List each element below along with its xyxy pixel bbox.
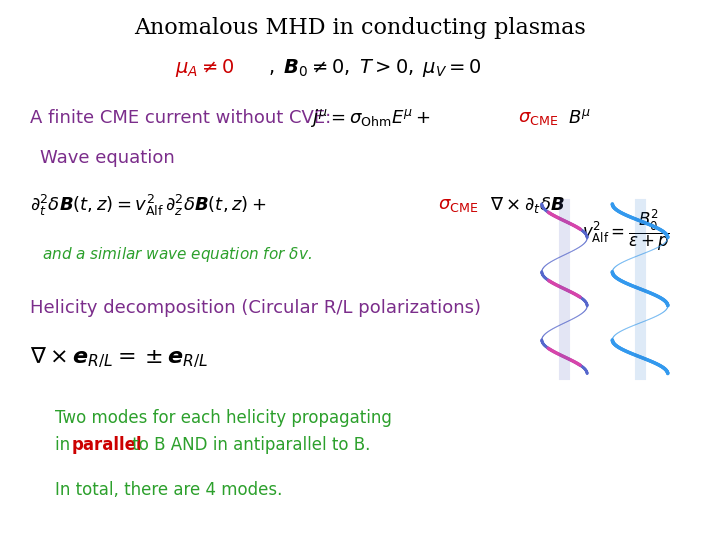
Text: $B^\mu$: $B^\mu$ [568,109,591,127]
Text: Two modes for each helicity propagating: Two modes for each helicity propagating [55,409,392,427]
Text: $j^\mu = \sigma_{\mathrm{Ohm}}E^\mu + $: $j^\mu = \sigma_{\mathrm{Ohm}}E^\mu + $ [310,107,431,129]
Text: Wave equation: Wave equation [40,149,175,167]
Text: Anomalous MHD in conducting plasmas: Anomalous MHD in conducting plasmas [134,17,586,39]
Text: In total, there are 4 modes.: In total, there are 4 modes. [55,481,282,499]
Text: $\partial_t^2 \delta\boldsymbol{B}(t,z) = v_{\mathrm{Alf}}^2\, \partial_z^2 \del: $\partial_t^2 \delta\boldsymbol{B}(t,z) … [30,192,266,218]
Text: $,\;\boldsymbol{B}_0 \neq 0,\; T > 0,\; \mu_V = 0$: $,\;\boldsymbol{B}_0 \neq 0,\; T > 0,\; … [268,57,482,79]
Text: A finite CME current without CVE:: A finite CME current without CVE: [30,109,331,127]
Text: $\mu_A \neq 0$: $\mu_A \neq 0$ [175,57,235,79]
Text: $\nabla \times \partial_t \delta\boldsymbol{B}$: $\nabla \times \partial_t \delta\boldsym… [490,195,564,215]
Text: $\nabla \times \boldsymbol{e}_{R/L} = \pm\boldsymbol{e}_{R/L}$: $\nabla \times \boldsymbol{e}_{R/L} = \p… [30,346,209,370]
Text: parallel: parallel [72,436,143,454]
Text: in: in [55,436,76,454]
Text: Helicity decomposition (Circular R/L polarizations): Helicity decomposition (Circular R/L pol… [30,299,481,317]
Text: $\sigma_{\mathrm{CME}}$: $\sigma_{\mathrm{CME}}$ [518,109,558,127]
Text: to B AND in antiparallel to B.: to B AND in antiparallel to B. [127,436,370,454]
Text: $\sigma_{\mathrm{CME}}$: $\sigma_{\mathrm{CME}}$ [438,196,478,214]
Text: $v_{\mathrm{Alf}}^2 = \dfrac{B_0^2}{\epsilon + p}$: $v_{\mathrm{Alf}}^2 = \dfrac{B_0^2}{\eps… [582,207,670,253]
Text: and a similar wave equation for $\delta v$.: and a similar wave equation for $\delta … [42,246,312,265]
